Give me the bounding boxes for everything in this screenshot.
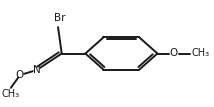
Text: N: N xyxy=(33,65,41,75)
Text: CH₃: CH₃ xyxy=(191,48,210,59)
Text: O: O xyxy=(170,48,178,59)
Text: O: O xyxy=(16,70,24,80)
Text: CH₃: CH₃ xyxy=(2,89,20,99)
Text: Br: Br xyxy=(54,13,66,23)
